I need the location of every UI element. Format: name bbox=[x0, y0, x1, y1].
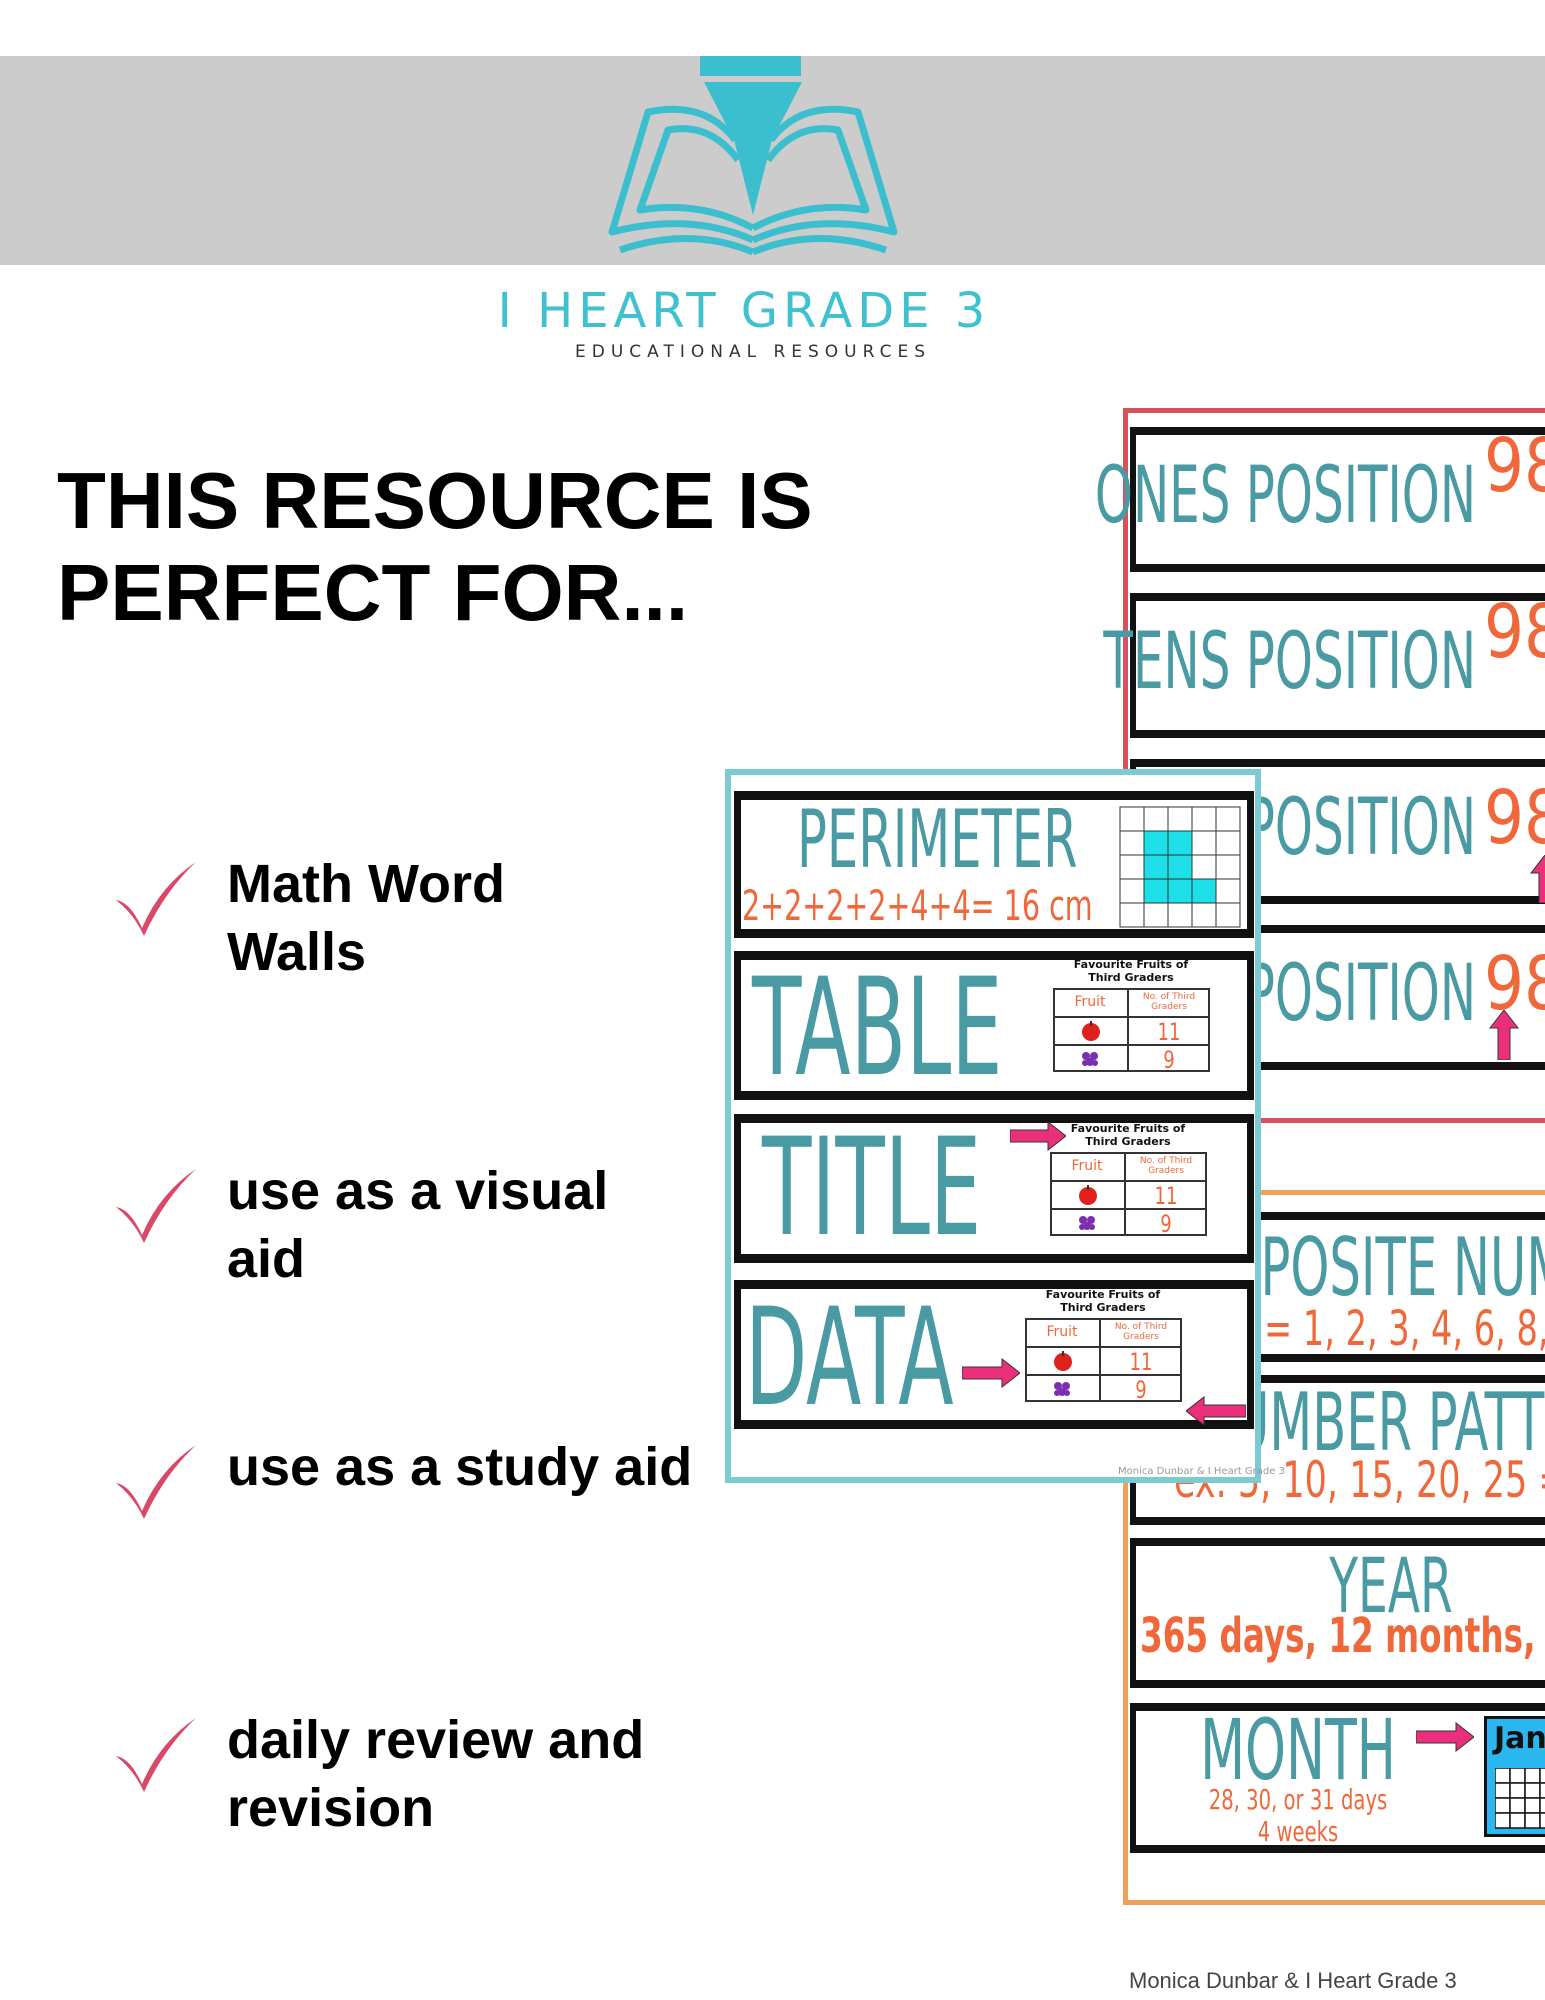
table-value: 11 bbox=[1129, 1348, 1153, 1376]
vocab-detail: 28, 30, or 31 days bbox=[1208, 1783, 1388, 1816]
table-value: 9 bbox=[1135, 1376, 1147, 1404]
arrow bbox=[962, 1358, 1020, 1388]
table-value: 11 bbox=[1154, 1182, 1178, 1210]
check-mark bbox=[116, 1718, 196, 1792]
place-value-word: TENS POSITION bbox=[1103, 617, 1476, 707]
check-mark bbox=[116, 1445, 196, 1519]
use-item: use as a visual aid bbox=[227, 1161, 609, 1289]
brand-tagline: EDUCATIONAL RESOURCES bbox=[575, 342, 931, 362]
grape-icon bbox=[1079, 1216, 1095, 1230]
place-value-word: ONES POSITION bbox=[1094, 451, 1476, 541]
use-item: use as a study aid bbox=[227, 1437, 693, 1497]
apple-icon bbox=[1079, 1185, 1097, 1205]
place-value-digits: 98 bbox=[1484, 423, 1545, 509]
check-mark bbox=[116, 1169, 196, 1243]
mini-table-rule bbox=[1124, 1152, 1126, 1236]
table-header: Fruit bbox=[1071, 1158, 1103, 1174]
mini-table-rule bbox=[1053, 1044, 1210, 1046]
word-card bbox=[734, 1280, 1254, 1429]
mini-table-rule bbox=[1099, 1318, 1101, 1402]
vocab-word: TITLE bbox=[762, 1109, 982, 1266]
vocab-word: YEAR bbox=[1329, 1541, 1453, 1630]
vocab-detail: 365 days, 12 months, 52 weeks bbox=[1140, 1608, 1545, 1664]
place-value-digits: 98 bbox=[1484, 775, 1545, 861]
table-header: No. of Third Graders bbox=[1139, 1156, 1193, 1176]
mini-table-rule bbox=[1025, 1374, 1182, 1376]
grape-icon bbox=[1082, 1052, 1098, 1066]
use-item: Math Word Walls bbox=[227, 854, 505, 982]
arrow bbox=[1530, 855, 1545, 903]
vocab-detail: 4 weeks bbox=[1257, 1815, 1339, 1848]
mini-table bbox=[1050, 1152, 1207, 1236]
footer-credit: Monica Dunbar & I Heart Grade 3 bbox=[1129, 1968, 1457, 1993]
mini-table-rule bbox=[1127, 988, 1129, 1072]
table-value: 11 bbox=[1157, 1018, 1181, 1046]
mini-table-rule bbox=[1050, 1208, 1207, 1210]
table-header: Fruit bbox=[1046, 1324, 1078, 1340]
perimeter-word: PERIMETER bbox=[797, 793, 1078, 886]
arrow bbox=[1186, 1396, 1246, 1426]
vocab-word: TABLE bbox=[752, 949, 1003, 1106]
vocab-word: DATA bbox=[745, 1279, 954, 1436]
brand-name: I HEART GRADE 3 bbox=[497, 283, 991, 339]
table-header: No. of Third Graders bbox=[1142, 992, 1196, 1012]
word-card bbox=[1130, 1538, 1545, 1688]
arrow bbox=[1010, 1121, 1066, 1151]
table-caption: Favourite Fruits of Third Graders bbox=[1073, 958, 1189, 984]
perimeter-grid bbox=[1119, 806, 1241, 928]
word-card bbox=[1130, 593, 1545, 738]
vocab-detail: = 1, 2, 3, 4, 6, 8, 1 bbox=[1264, 1301, 1545, 1357]
table-header: No. of Third Graders bbox=[1114, 1322, 1168, 1342]
check-mark bbox=[116, 862, 196, 936]
arrow bbox=[1489, 1010, 1519, 1060]
card-credit: Monica Dunbar & I Heart Grade 3 bbox=[1118, 1466, 1285, 1477]
place-value-digits: 98 bbox=[1484, 941, 1545, 1027]
word-card bbox=[1130, 1703, 1545, 1853]
apple-icon bbox=[1054, 1351, 1072, 1371]
table-caption: Favourite Fruits of Third Graders bbox=[1045, 1288, 1161, 1314]
grape-icon bbox=[1054, 1382, 1070, 1396]
arrow bbox=[1416, 1722, 1474, 1752]
table-header: Fruit bbox=[1074, 994, 1106, 1010]
word-card bbox=[1130, 427, 1545, 572]
table-value: 9 bbox=[1160, 1210, 1172, 1238]
logo-book bbox=[608, 56, 898, 256]
apple-icon bbox=[1082, 1021, 1100, 1041]
mini-table bbox=[1025, 1318, 1182, 1402]
calendar-grid bbox=[1495, 1768, 1545, 1829]
mini-table-rule bbox=[1050, 1180, 1207, 1182]
table-value: 9 bbox=[1163, 1046, 1175, 1074]
headline: THIS RESOURCE IS PERFECT FOR... bbox=[57, 456, 813, 637]
calendar-month: Jan bbox=[1494, 1721, 1545, 1756]
vocab-word: MONTH bbox=[1200, 1701, 1396, 1799]
mini-table-rule bbox=[1053, 1016, 1210, 1018]
table-caption: Favourite Fruits of Third Graders bbox=[1070, 1122, 1186, 1148]
perimeter-example: 2+2+2+2+4+4= 16 cm bbox=[742, 881, 1093, 930]
use-item: daily review and revision bbox=[227, 1710, 645, 1838]
mini-table-rule bbox=[1025, 1346, 1182, 1348]
mini-table bbox=[1053, 988, 1210, 1072]
place-value-digits: 98 bbox=[1484, 589, 1545, 675]
